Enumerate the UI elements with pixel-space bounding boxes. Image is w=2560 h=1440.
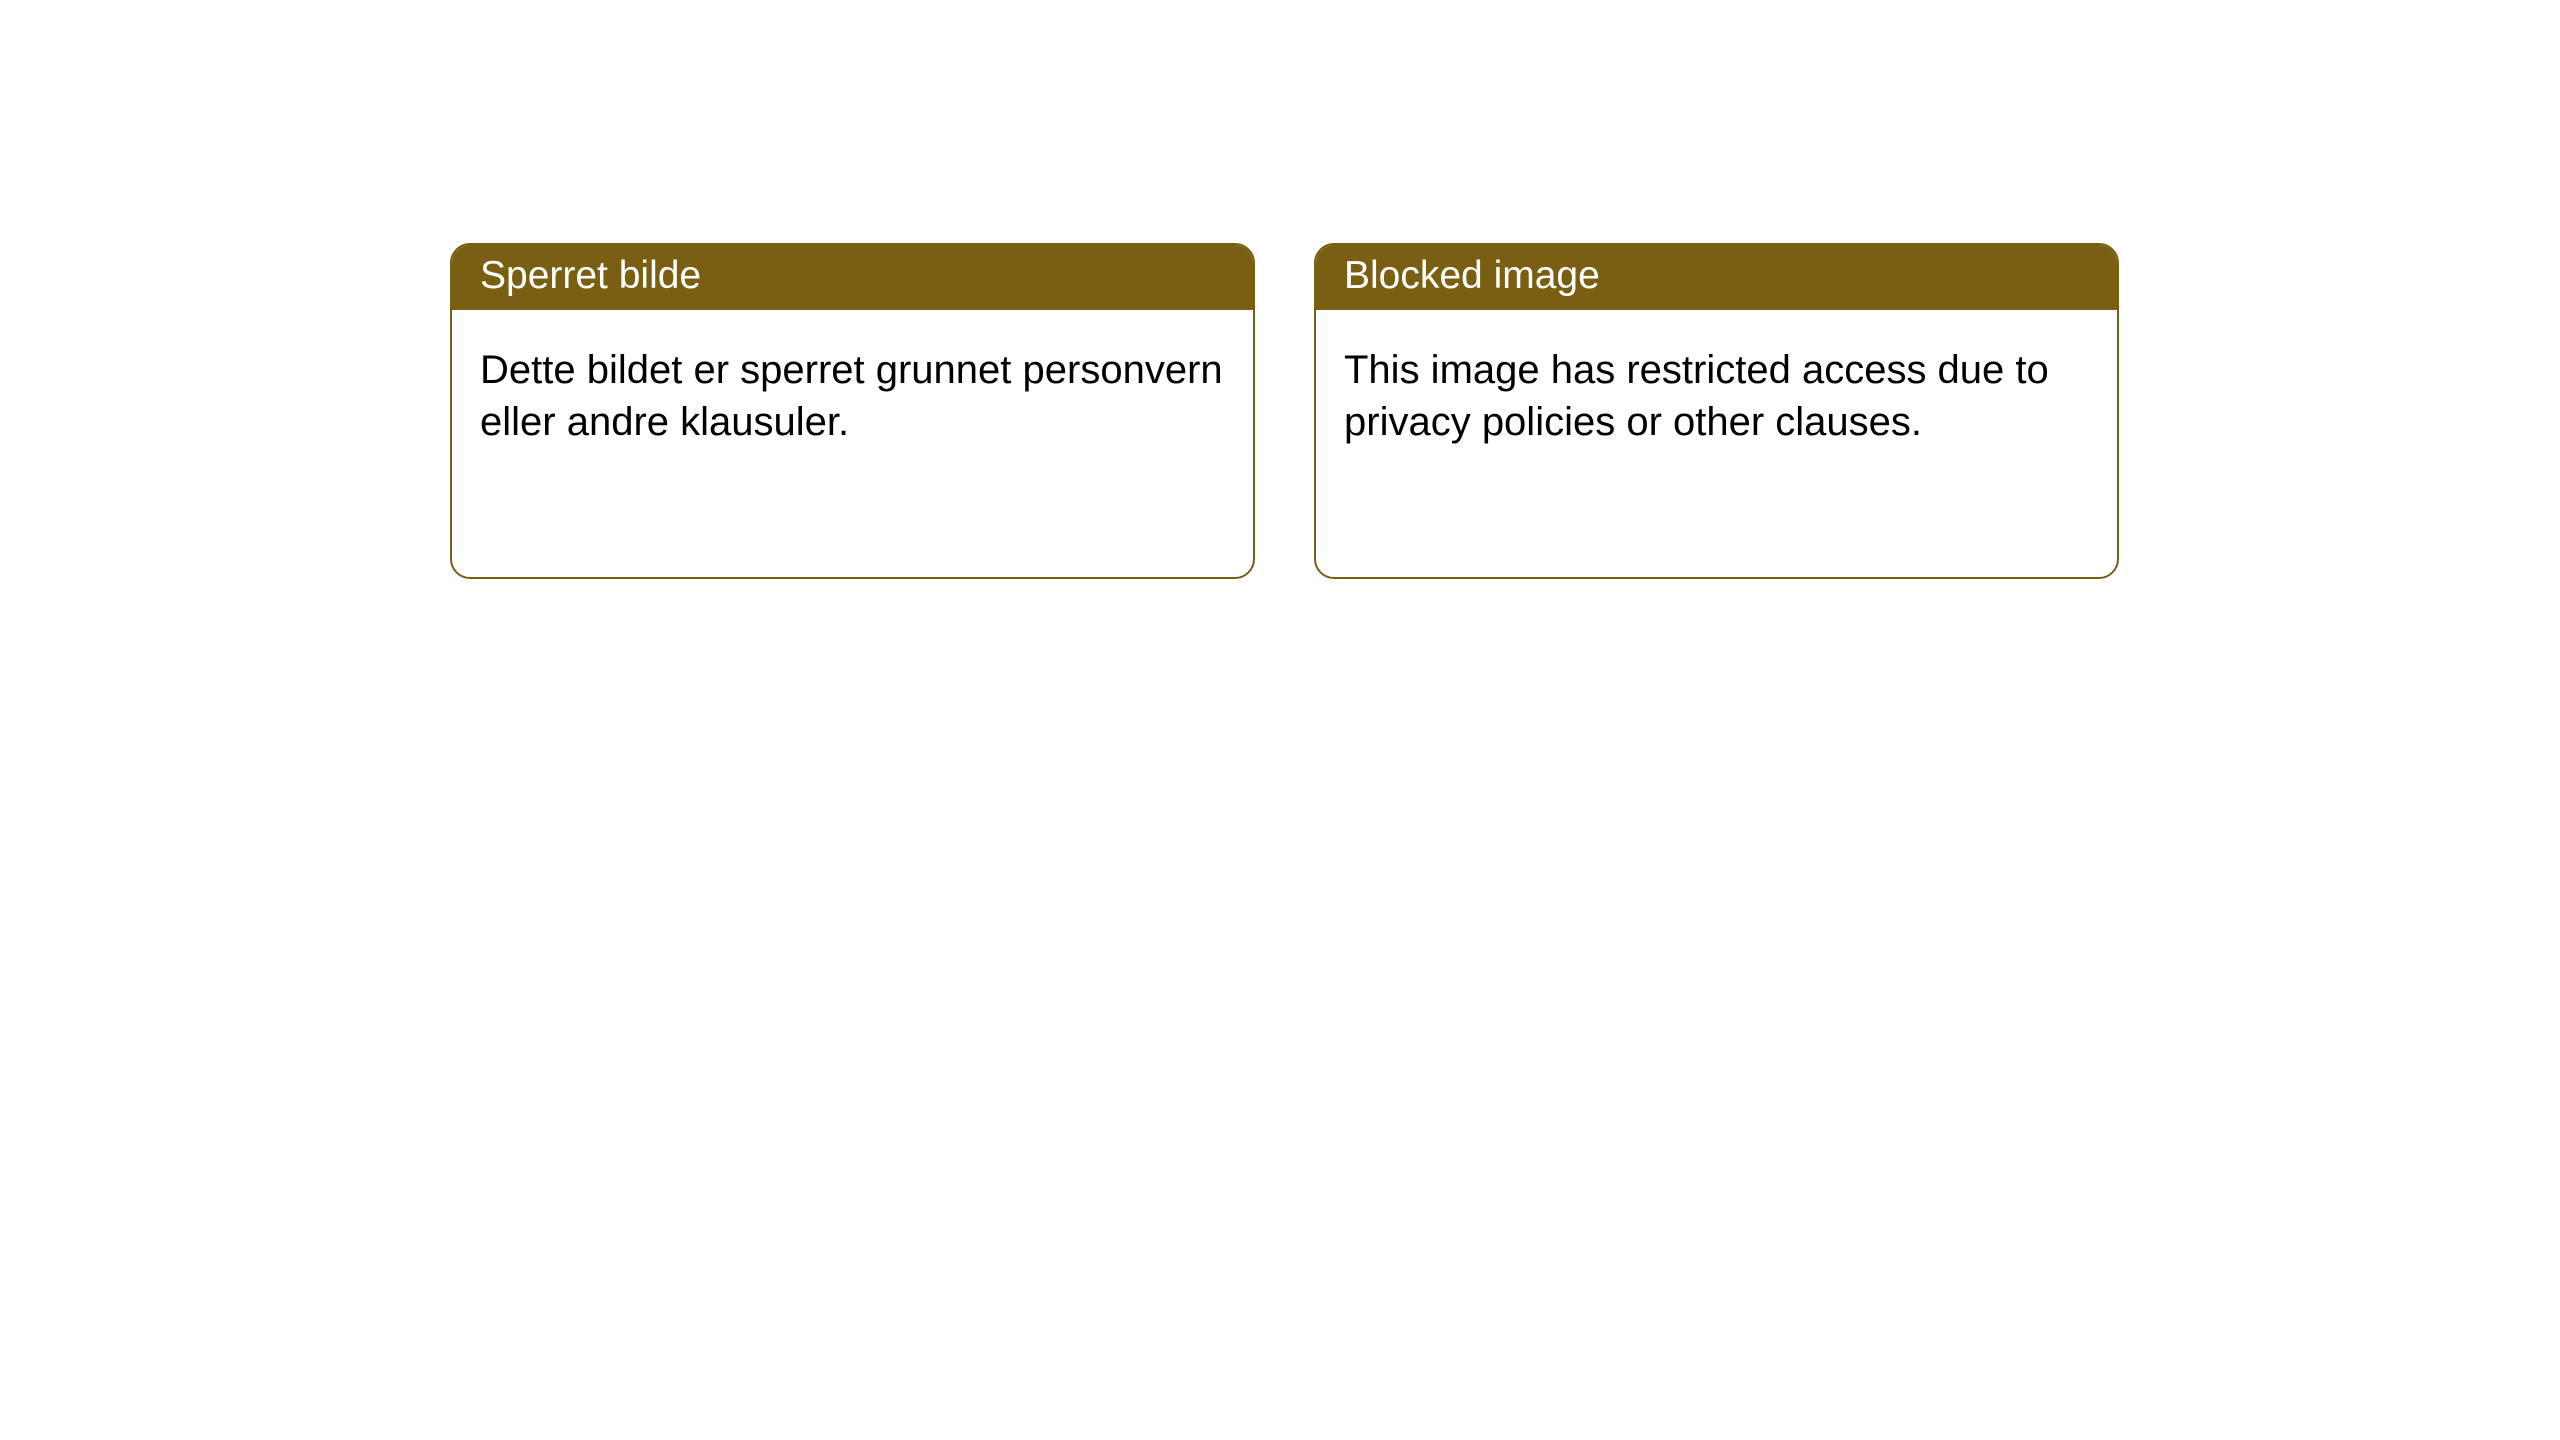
card-header-english: Blocked image	[1316, 245, 2117, 310]
card-body-norwegian: Dette bildet er sperret grunnet personve…	[452, 310, 1253, 482]
card-header-norwegian: Sperret bilde	[452, 245, 1253, 310]
card-text-english: This image has restricted access due to …	[1344, 348, 2049, 444]
card-title-norwegian: Sperret bilde	[480, 254, 701, 297]
card-norwegian: Sperret bilde Dette bildet er sperret gr…	[450, 243, 1255, 579]
card-body-english: This image has restricted access due to …	[1316, 310, 2117, 482]
card-english: Blocked image This image has restricted …	[1314, 243, 2119, 579]
card-title-english: Blocked image	[1344, 254, 1600, 297]
card-text-norwegian: Dette bildet er sperret grunnet personve…	[480, 348, 1223, 444]
cards-container: Sperret bilde Dette bildet er sperret gr…	[450, 243, 2119, 579]
